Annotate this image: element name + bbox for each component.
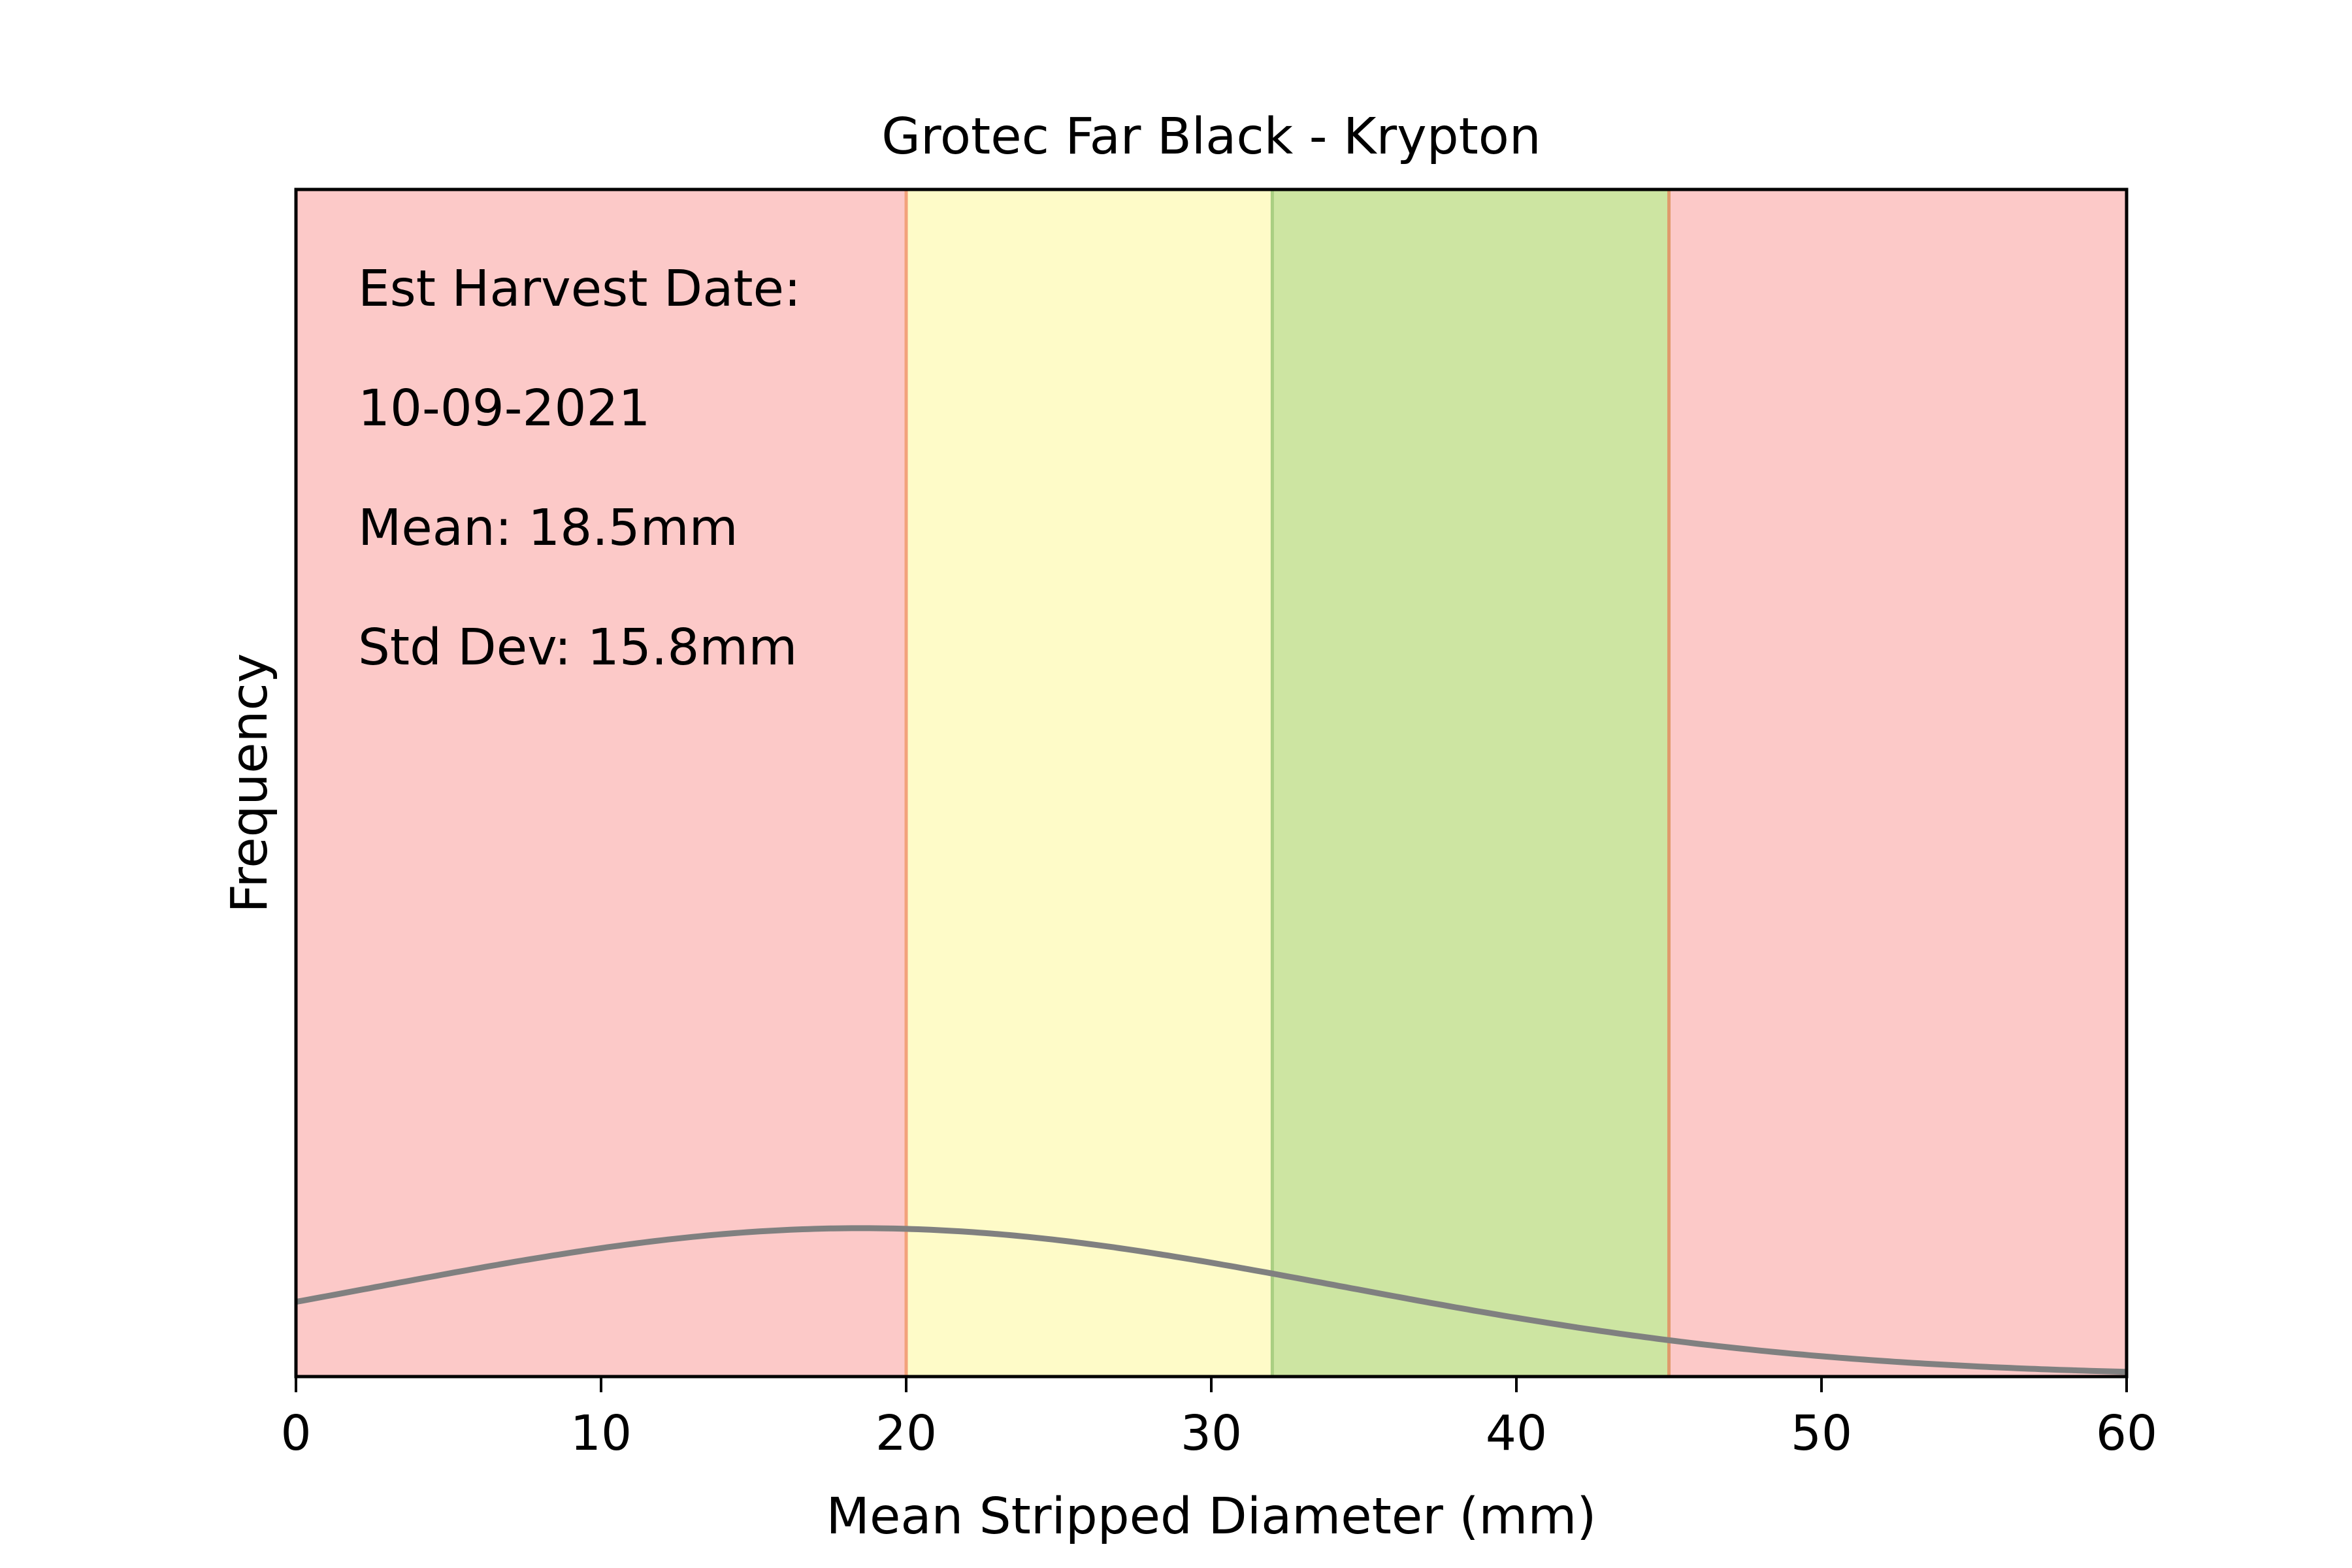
- x-tick-label-4: 40: [1486, 1405, 1547, 1462]
- band-3: [1669, 189, 2127, 1377]
- x-tick-label-5: 50: [1791, 1405, 1852, 1462]
- annotation-3: Std Dev: 15.8mm: [358, 619, 797, 677]
- stats-annotations: Est Harvest Date: 10-09-2021 Mean: 18.5mm S…: [358, 260, 801, 677]
- band-0: [296, 189, 906, 1377]
- harvest-bands: [296, 189, 2127, 1377]
- band-1: [906, 189, 1273, 1377]
- band-boundaries: [904, 189, 1671, 1377]
- x-axis-label: Mean Stripped Diameter (mm): [826, 1488, 1597, 1546]
- chart-title: Grotec Far Black - Krypton: [881, 108, 1541, 166]
- x-tick-label-6: 60: [2096, 1405, 2157, 1462]
- y-axis-label: Frequency: [221, 653, 279, 913]
- annotation-1: 10-09-2021: [358, 380, 651, 438]
- x-tick-label-3: 30: [1181, 1405, 1242, 1462]
- annotation-0: Est Harvest Date:: [358, 260, 801, 318]
- x-tick-label-2: 20: [875, 1405, 937, 1462]
- x-tick-label-0: 0: [280, 1405, 311, 1462]
- x-tick-label-1: 10: [570, 1405, 632, 1462]
- annotation-2: Mean: 18.5mm: [358, 499, 738, 557]
- x-axis-ticks: 0 10 20 30 40 50 60: [280, 1377, 2157, 1462]
- series-curve-0: [295, 1225, 2127, 1375]
- distribution-curves: [295, 1225, 2127, 1375]
- band-2: [1272, 189, 1669, 1377]
